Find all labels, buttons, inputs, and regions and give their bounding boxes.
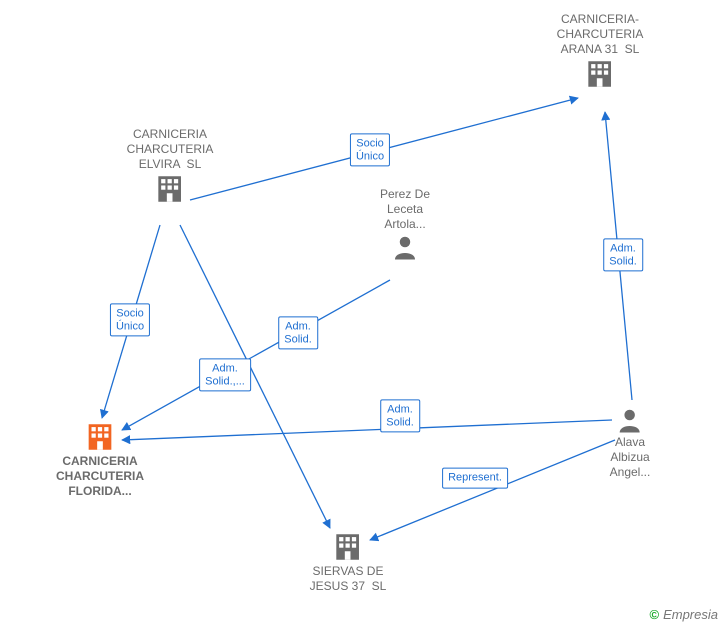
- company-icon-wrap: [557, 57, 644, 91]
- node-perez[interactable]: Perez De Leceta Artola...: [380, 187, 430, 262]
- person-icon: [390, 232, 420, 262]
- person-icon-wrap: [380, 232, 430, 262]
- node-label: CARNICERIA CHARCUTERIA ELVIRA SL: [127, 127, 214, 172]
- person-icon: [615, 405, 645, 435]
- person-icon-wrap: [610, 405, 651, 435]
- node-label: Alava Albizua Angel...: [610, 435, 651, 480]
- node-alava[interactable]: Alava Albizua Angel...: [610, 405, 651, 480]
- node-label: CARNICERIA CHARCUTERIA FLORIDA...: [56, 454, 144, 499]
- company-icon-wrap: [310, 530, 387, 564]
- edge-label: Adm. Solid.: [278, 316, 318, 349]
- node-florida[interactable]: CARNICERIA CHARCUTERIA FLORIDA...: [56, 420, 144, 499]
- watermark: © Empresia: [649, 607, 718, 622]
- edge-label: Adm. Solid.,...: [199, 358, 251, 391]
- node-label: CARNICERIA- CHARCUTERIA ARANA 31 SL: [557, 12, 644, 57]
- node-label: SIERVAS DE JESUS 37 SL: [310, 564, 387, 594]
- node-arana[interactable]: CARNICERIA- CHARCUTERIA ARANA 31 SL: [557, 12, 644, 91]
- node-elvira[interactable]: CARNICERIA CHARCUTERIA ELVIRA SL: [127, 127, 214, 206]
- edge-line: [122, 280, 390, 430]
- edge-label: Adm. Solid.: [603, 238, 643, 271]
- edge-label: Socio Único: [350, 133, 390, 166]
- edge-label: Socio Único: [110, 303, 150, 336]
- edge-label: Adm. Solid.: [380, 399, 420, 432]
- company-icon-wrap: [127, 172, 214, 206]
- copyright-icon: ©: [649, 607, 659, 622]
- building-icon: [331, 530, 365, 564]
- edge-line: [370, 440, 615, 540]
- node-siervas[interactable]: SIERVAS DE JESUS 37 SL: [310, 530, 387, 594]
- edge-label: Represent.: [442, 468, 508, 489]
- company-icon-wrap: [56, 420, 144, 454]
- building-icon: [583, 57, 617, 91]
- node-label: Perez De Leceta Artola...: [380, 187, 430, 232]
- watermark-text: Empresia: [663, 607, 718, 622]
- edge-line: [122, 420, 612, 440]
- diagram-canvas: CARNICERIA- CHARCUTERIA ARANA 31 SL CARN…: [0, 0, 728, 630]
- building-icon: [83, 420, 117, 454]
- building-icon: [153, 172, 187, 206]
